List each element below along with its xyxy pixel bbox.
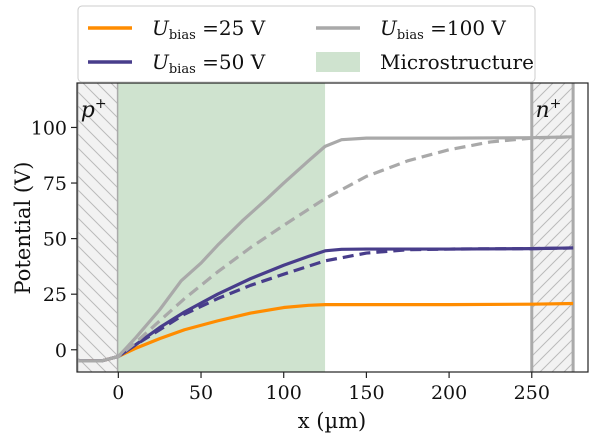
x-tick-label-150: 150: [348, 382, 384, 404]
x-tick-label-0: 0: [112, 382, 124, 404]
y-tick-label-0: 0: [55, 340, 67, 362]
region-0-hatch: [77, 83, 119, 372]
y-tick-label-25: 25: [43, 284, 67, 306]
legend-label-0: Ubias =25 V: [152, 16, 266, 43]
legend-label-2: Ubias =100 V: [380, 16, 506, 43]
region-2-hatch: [531, 83, 574, 372]
legend-swatch-3: [316, 52, 360, 72]
region-labels: p+ n+: [81, 96, 562, 123]
x-tick-label-200: 200: [431, 382, 467, 404]
plot-frame: [76, 82, 589, 373]
legend-label-1: Ubias =50 V: [152, 50, 266, 77]
x-axis-label: x (µm): [298, 409, 366, 433]
x-tick-label-50: 50: [189, 382, 213, 404]
region-label-2: n+: [535, 96, 561, 123]
legend-label-3: Microstructure: [380, 50, 534, 74]
x-axis: 0 50 100 150 200 250: [112, 372, 550, 404]
series-line-2: [77, 246, 574, 363]
series-layer: [77, 135, 574, 363]
region-label-0: p+: [81, 96, 107, 123]
legend: Ubias =25 V Ubias =50 V Ubias =100 V Micros…: [77, 5, 536, 83]
y-axis: 0 25 50 75 100: [31, 117, 77, 362]
regions-layer: [77, 83, 575, 372]
legend-box: [77, 5, 536, 83]
series-line-4: [77, 135, 574, 363]
y-tick-label-75: 75: [43, 173, 67, 195]
x-tick-label-250: 250: [514, 382, 550, 404]
series-line-3: [77, 135, 574, 363]
y-axis-label: Potential (V): [11, 162, 35, 295]
y-tick-label-100: 100: [31, 117, 67, 139]
y-tick-label-50: 50: [43, 229, 67, 251]
region-1-fill: [118, 83, 326, 372]
x-tick-label-100: 100: [266, 382, 302, 404]
